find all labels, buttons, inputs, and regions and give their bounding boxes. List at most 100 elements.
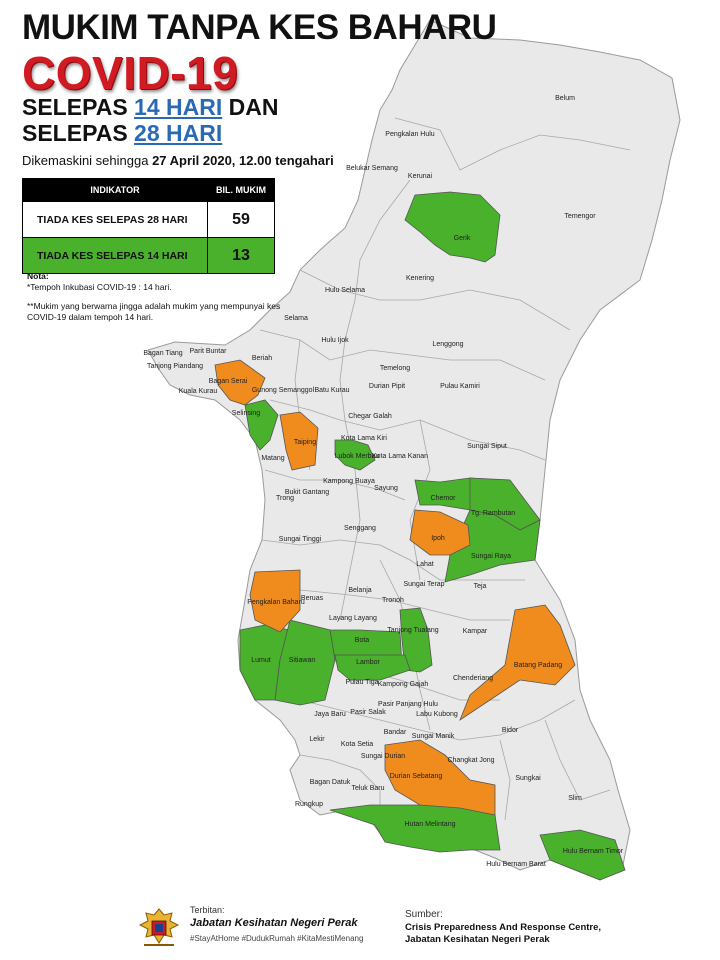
- label-kampong-buaya: Kampong Buaya: [323, 478, 375, 485]
- mukim-boundaries: [259, 117, 631, 821]
- mukim-ipoh: [409, 509, 471, 556]
- notes-line1: *Tempoh Inkubasi COVID-19 : 14 hari.: [27, 282, 172, 292]
- mukim-durian-sebatang: [384, 739, 496, 816]
- label-bota: Bota: [355, 637, 370, 644]
- mukim-lambor: [334, 654, 411, 681]
- mukim-hutan-melintang: [329, 804, 501, 853]
- label-tg-rambutan: Tg. Rambutan: [471, 510, 515, 517]
- label-ipoh: Ipoh: [431, 535, 445, 542]
- label-jaya-baru: Jaya Baru: [314, 711, 346, 718]
- label-batang-padang: Batang Padang: [514, 662, 562, 669]
- label-sungai-durian: Sungai Durian: [361, 753, 405, 760]
- label-slim: Slim: [568, 795, 582, 802]
- label-sitiawan: Sitiawan: [289, 657, 316, 664]
- subtitle-line1-post: DAN: [222, 94, 279, 120]
- label-kampong-gajah: Kampong Gajah: [378, 681, 429, 688]
- footer-published-label: Terbitan:: [190, 905, 225, 915]
- mukim-hulu-bernam-timor: [539, 829, 626, 881]
- label-pengkalan-baharu: Pengkalan Baharu: [247, 599, 305, 606]
- subtitle-line1-highlight: 14 HARI: [134, 94, 223, 120]
- subtitle-line2: SELEPAS 28 HARI: [22, 120, 222, 147]
- label-changkat-jong: Changkat Jong: [447, 757, 494, 764]
- label-tanjong-piandang: Tanjong Piandang: [147, 363, 203, 370]
- notes-heading: Nota:: [27, 271, 49, 281]
- label-belanja: Belanja: [348, 587, 371, 594]
- notes-line2: **Mukim yang berwarna jingga adalah muki…: [27, 301, 281, 322]
- subtitle-line2-pre: SELEPAS: [22, 120, 135, 146]
- col-indikator: INDIKATOR: [22, 178, 208, 202]
- label-bagan-datuk: Bagan Datuk: [310, 779, 351, 786]
- source-line1: Crisis Preparedness And Response Centre,: [405, 922, 602, 933]
- label-sayung: Sayung: [374, 485, 398, 492]
- mukim-taiping: [279, 411, 319, 471]
- label-senggang: Senggang: [344, 525, 376, 532]
- footer-hashtags: #StayAtHome #DudukRumah #KitaMestiMenang: [190, 934, 364, 943]
- label-belum: Belum: [555, 95, 575, 102]
- label-lambor: Lambor: [356, 659, 380, 666]
- mukim-gerik: [404, 191, 501, 263]
- orange-mukims: [214, 359, 576, 816]
- label-sungai-raya: Sungai Raya: [471, 553, 511, 560]
- mukim-batang-padang: [459, 604, 576, 722]
- label-tronoh: Tronoh: [382, 597, 404, 604]
- label-sungai-tinggi: Sungai Tinggi: [279, 536, 322, 543]
- label-kota-lama-kiri: Kota Lama Kiri: [341, 435, 387, 442]
- label-rungkup: Rungkup: [295, 801, 323, 808]
- map-labels: Belum Pengkalan Hulu Belukar Semang Keru…: [143, 95, 623, 868]
- table-header-row: INDIKATOR BIL. MUKIM: [22, 178, 275, 202]
- label-pasir-panjang-hulu: Pasir Panjang Hulu: [378, 701, 438, 708]
- col-bil-mukim: BIL. MUKIM: [207, 178, 275, 202]
- label-bukit-gantang: Bukit Gantang: [285, 489, 329, 496]
- label-teluk-baru: Teluk Baru: [351, 785, 384, 792]
- label-lekir: Lekir: [309, 736, 325, 743]
- label-pulau-kamiri: Pulau Kamiri: [440, 383, 480, 390]
- mukim-selinsing: [244, 399, 279, 451]
- label-sungai-siput: Sungai Siput: [467, 443, 507, 450]
- label-teja: Teja: [474, 583, 487, 590]
- table-row: TIADA KES SELEPAS 28 HARI 59: [22, 201, 275, 238]
- label-tanjong-tualang: Tanjong Tualang: [387, 627, 438, 634]
- label-bidor: Bidor: [502, 727, 519, 734]
- label-belukar-semang: Belukar Semang: [346, 165, 398, 172]
- label-lahat: Lahat: [416, 561, 434, 568]
- updated-prefix: Dikemaskini sehingga: [22, 153, 153, 168]
- updated-line: Dikemaskini sehingga 27 April 2020, 12.0…: [22, 153, 334, 168]
- label-hulu-ijok: Hulu Ijok: [321, 337, 349, 344]
- label-sungai-terap: Sungai Terap: [403, 581, 444, 588]
- label-beriah: Beriah: [252, 355, 272, 362]
- label-kuala-kurau: Kuala Kurau: [179, 388, 218, 395]
- label-gerik: Gerik: [454, 235, 471, 242]
- label-layang-layang: Layang Layang: [329, 615, 377, 622]
- mukim-sitiawan: [274, 619, 336, 706]
- label-parit-buntar: Parit Buntar: [190, 348, 228, 355]
- mukim-tanjong-tualang: [399, 607, 433, 673]
- label-temengor: Temengor: [564, 213, 596, 220]
- label-selinsing: Selinsing: [232, 410, 261, 417]
- source-line2: Jabatan Kesihatan Negeri Perak: [405, 934, 550, 945]
- subtitle-line2-highlight: 28 HARI: [134, 120, 223, 146]
- label-labu-kubong: Labu Kubong: [416, 711, 458, 718]
- label-chemor: Chemor: [431, 495, 457, 502]
- notes: Nota: *Tempoh Inkubasi COVID-19 : 14 har…: [27, 271, 287, 331]
- label-trong: Trong: [276, 495, 294, 502]
- table-row: TIADA KES SELEPAS 14 HARI 13: [22, 237, 275, 274]
- label-beruas: Beruas: [301, 595, 324, 602]
- title-line2: COVID-19: [22, 47, 239, 99]
- label-hutan-melintang: Hutan Melintang: [405, 821, 456, 828]
- label-sungai-manik: Sungai Manik: [412, 733, 455, 740]
- label-selama: Selama: [284, 315, 308, 322]
- green-mukims: [239, 191, 626, 881]
- indicator-table: INDIKATOR BIL. MUKIM TIADA KES SELEPAS 2…: [22, 178, 275, 274]
- label-bagan-serai: Bagan Serai: [209, 378, 248, 385]
- mukim-bagan-serai: [214, 359, 266, 406]
- label-kota-lama-kanan: Kota Lama Kanan: [372, 453, 428, 460]
- label-hulu-bernam-timor: Hulu Bernam Timor: [563, 848, 624, 855]
- label-kerunai: Kerunai: [408, 173, 433, 180]
- label-batu-kurau: Batu Kurau: [314, 387, 349, 394]
- label-kampar: Kampar: [463, 628, 488, 635]
- subtitle-line1-pre: SELEPAS: [22, 94, 135, 120]
- row-label: TIADA KES SELEPAS 28 HARI: [22, 201, 208, 238]
- label-gunong-semanggol: Gunong Semanggol: [252, 387, 315, 394]
- label-hulu-bernam-barat: Hulu Bernam Barat: [486, 861, 546, 868]
